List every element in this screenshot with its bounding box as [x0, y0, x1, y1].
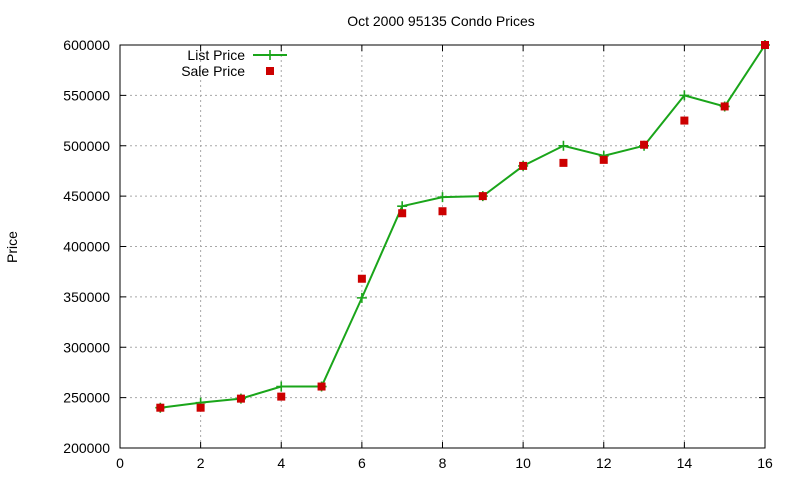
series-list-price: [155, 40, 770, 413]
sale-price-point: [640, 140, 649, 149]
x-tick-label: 12: [596, 455, 612, 471]
legend-marker: [265, 50, 275, 60]
x-tick-label: 16: [757, 455, 773, 471]
plot-series: [155, 40, 770, 413]
y-tick-label: 500000: [63, 138, 110, 154]
list-price-point: [679, 90, 690, 101]
y-tick-label: 300000: [63, 339, 110, 355]
chart-title: Oct 2000 95135 Condo Prices: [347, 13, 535, 29]
y-axis-label: Price: [4, 231, 20, 263]
sale-price-point: [761, 41, 769, 49]
list-price-point: [437, 192, 448, 203]
x-tick-label: 6: [358, 455, 366, 471]
sale-price-point: [196, 403, 205, 412]
x-tick-label: 8: [439, 455, 447, 471]
list-price-point: [276, 381, 287, 392]
y-tick-label: 250000: [63, 390, 110, 406]
legend-marker: [266, 67, 274, 75]
y-tick-label: 550000: [63, 87, 110, 103]
y-tick-label: 450000: [63, 188, 110, 204]
sale-price-point: [156, 403, 165, 412]
sale-price-point: [236, 394, 245, 403]
x-tick-label: 10: [515, 455, 531, 471]
x-tick-label: 0: [116, 455, 124, 471]
sale-price-point: [357, 274, 366, 283]
sale-price-point: [478, 192, 487, 201]
grid-lines: [120, 45, 765, 448]
x-tick-label: 4: [277, 455, 285, 471]
series-sale-price: [156, 41, 769, 412]
y-tick-label: 350000: [63, 289, 110, 305]
sale-price-point: [317, 382, 326, 391]
sale-price-point: [438, 207, 447, 216]
legend-label: Sale Price: [181, 63, 245, 79]
x-tick-label: 2: [197, 455, 205, 471]
y-tick-label: 600000: [63, 37, 110, 53]
list-price-point: [356, 292, 367, 303]
list-price-line: [160, 44, 766, 409]
x-tick-label: 14: [677, 455, 693, 471]
y-tick-label: 400000: [63, 239, 110, 255]
y-tick-label: 200000: [63, 440, 110, 456]
legend-label: List Price: [187, 47, 245, 63]
sale-price-point: [398, 209, 407, 218]
sale-price-point: [519, 161, 528, 170]
sale-price-point: [559, 158, 568, 167]
list-price-point: [558, 140, 569, 151]
sale-price-point: [277, 392, 286, 401]
sale-price-point: [720, 102, 729, 111]
sale-price-point: [680, 116, 689, 125]
sale-price-point: [599, 155, 608, 164]
axis-ticks: 200000 250000 300000 350000 400000 450000 5000…: [63, 37, 773, 471]
